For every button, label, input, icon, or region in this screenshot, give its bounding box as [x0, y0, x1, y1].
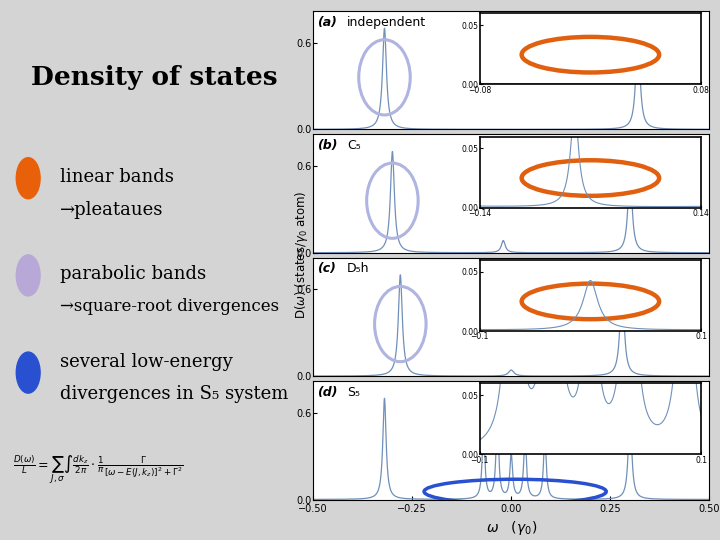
Text: (b): (b) — [317, 139, 338, 152]
Text: →pleataues: →pleataues — [60, 200, 163, 219]
Text: (c): (c) — [317, 262, 336, 275]
Text: D($\omega$) (states/$\gamma_0$ atom): D($\omega$) (states/$\gamma_0$ atom) — [292, 191, 310, 320]
Text: (d): (d) — [317, 386, 338, 399]
Text: several low-energy: several low-energy — [60, 353, 233, 371]
Text: →square-root divergences: →square-root divergences — [60, 298, 279, 315]
Text: D₅h: D₅h — [347, 262, 369, 275]
Text: parabolic bands: parabolic bands — [60, 265, 206, 284]
Text: divergences in S₅ system: divergences in S₅ system — [60, 385, 288, 403]
Text: linear bands: linear bands — [60, 168, 174, 186]
Text: Density of states: Density of states — [32, 65, 278, 90]
Text: S₅: S₅ — [347, 386, 360, 399]
Circle shape — [17, 158, 40, 199]
Text: (a): (a) — [317, 16, 337, 29]
Text: independent: independent — [347, 16, 426, 29]
Text: $\frac{D(\omega)}{L}=\sum_{J,\sigma}\int\frac{dk_z}{2\pi}\cdot\frac{1}{\pi}\frac: $\frac{D(\omega)}{L}=\sum_{J,\sigma}\int… — [12, 454, 183, 486]
Circle shape — [17, 255, 40, 296]
Circle shape — [17, 352, 40, 393]
X-axis label: $\omega$   ($\gamma_0$): $\omega$ ($\gamma_0$) — [485, 518, 537, 537]
Text: C₅: C₅ — [347, 139, 361, 152]
